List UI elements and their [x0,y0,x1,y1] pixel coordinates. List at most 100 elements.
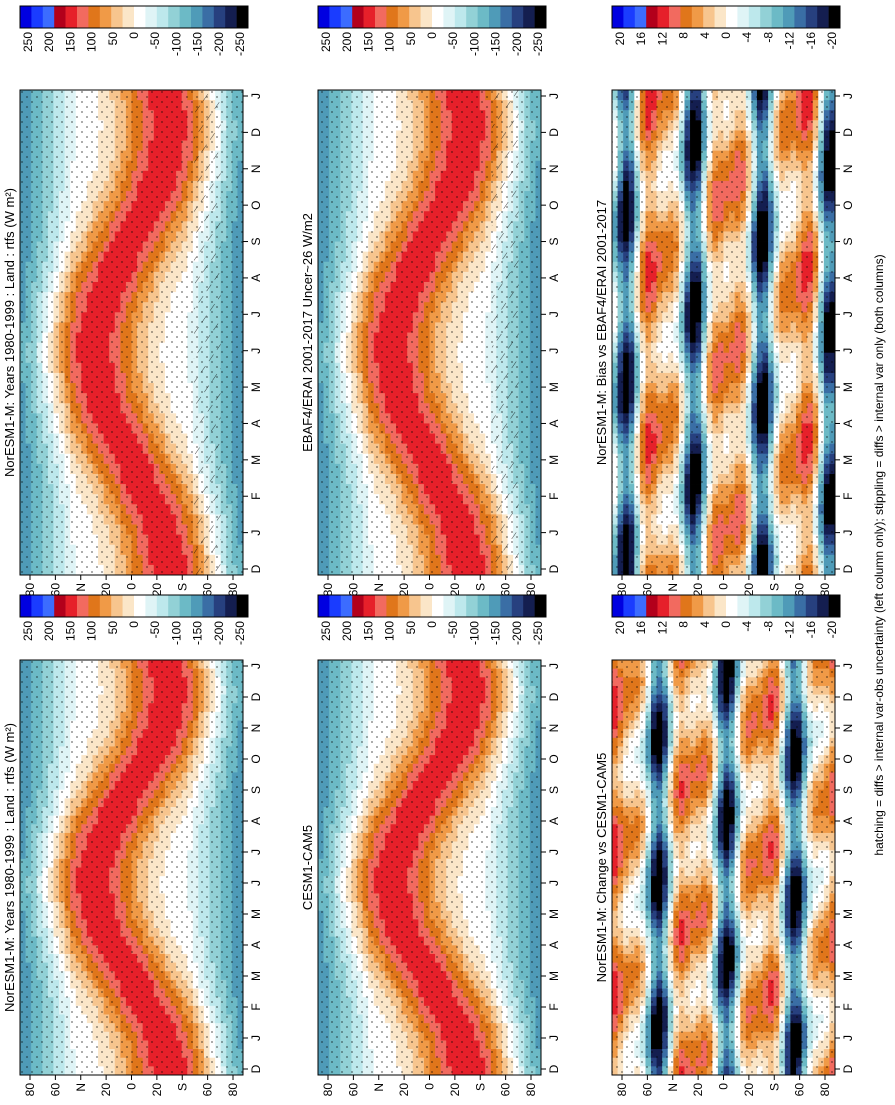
month-tick-label: S [249,238,263,246]
month-tick-label: D [249,564,263,573]
colorbar-swatch [111,6,123,28]
colorbar-swatch [145,6,158,28]
colorbar-swatch [54,6,66,28]
colorbar-swatch [489,6,501,28]
colorbar-label: 150 [361,32,375,52]
colorbar-swatch [134,6,146,28]
colorbar-label: -100 [467,32,481,56]
month-tick-label: J [249,530,263,536]
colorbar-label: -50 [148,32,162,50]
colorbar-label: 200 [42,32,56,52]
colorbar-swatch [432,6,444,28]
lat-tick-label: 80 [23,583,37,597]
month-tick-label: F [249,493,263,500]
lat-tick-label: 0 [125,583,139,590]
lat-tick-label: S [175,583,189,591]
colorbar-swatch [466,6,478,28]
colorbar-swatch [236,6,249,28]
panel-title: NorESM1-M: Years 1980-1999 : Land : rtfs… [2,188,17,477]
colorbar-label: -50 [446,32,460,50]
colorbar-swatch [340,6,353,28]
month-tick-label: D [547,564,561,573]
colorbar-swatch [409,6,421,28]
colorbar-label: 100 [85,32,99,52]
colorbar-frame [19,5,249,29]
hatching-overlay [193,90,221,575]
colorbar-swatch [31,6,44,28]
lat-tick-label: 20 [99,583,113,597]
month-tick-label: A [249,419,263,427]
colorbar-label: -150 [489,32,503,56]
colorbar-label: -100 [169,32,183,56]
month-tick-label: O [547,200,561,209]
colorbar-swatch [477,6,490,28]
colorbar-swatch [363,6,376,28]
month-tick-label: A [547,419,561,427]
lat-tick-label: 60 [201,583,215,597]
colorbar-label: 150 [63,32,77,52]
lat-tick-label: 0 [423,583,437,590]
colorbar-swatch [511,6,524,28]
lat-tick-label: 80 [321,583,335,597]
panel-title: EBAF4/ERAI 2001-2017 Uncer~26 W/m2 [300,213,315,452]
colorbar-swatch [65,6,78,28]
colorbar-swatch [534,6,547,28]
lat-tick-label: N [372,583,386,592]
colorbar-swatch [352,6,364,28]
colorbar-label: 250 [319,32,333,52]
month-tick-label: M [249,455,263,465]
colorbar-label: 250 [21,32,35,52]
month-tick-label: N [249,164,263,173]
colorbar-label: 200 [340,32,354,52]
colorbar-label: 100 [383,32,397,52]
colorbar-swatch [443,6,456,28]
month-tick-label: M [547,455,561,465]
colorbar-label: -250 [233,32,247,56]
panel-2: 80 60 N 20 0 20 S 60 80DJFMAMJJASONDJNorESM1-M: … [594,5,855,596]
month-tick-label: A [249,274,263,282]
lat-tick-label: 80 [226,583,240,597]
lat-tick-label: N [74,583,88,592]
month-tick-label: M [547,382,561,392]
month-tick-label: M [249,382,263,392]
colorbar-swatch [42,6,55,28]
colorbar-swatch [420,6,433,28]
lat-tick-label: 20 [150,583,164,597]
lat-tick-label: 60 [499,583,513,597]
month-tick-label: D [249,128,263,137]
colorbar-swatch [191,6,203,28]
panel-0: 80 60 N 20 0 20 S 60 80DJFMAMJJASONDJNorESM1-M: … [2,5,263,597]
month-tick-label: S [547,238,561,246]
month-tick-label: J [547,93,561,99]
colorbar-swatch [397,6,410,28]
colorbar-label: 50 [404,32,418,46]
colorbar-swatch [202,6,215,28]
colorbar-swatch [88,6,101,28]
lat-tick-label: 20 [448,583,462,597]
colorbar-swatch [168,6,180,28]
colorbar-swatch [500,6,513,28]
colorbar-swatch [179,6,192,28]
month-tick-label: J [547,348,561,354]
colorbar-label: -250 [531,32,545,56]
month-tick-label: D [547,128,561,137]
month-tick-label: J [547,530,561,536]
colorbar-label: -200 [212,32,226,56]
lat-tick-label: S [473,583,487,591]
colorbar-label: -200 [510,32,524,56]
colorbar-swatch [122,6,135,28]
colorbar-swatch [523,6,535,28]
lat-tick-label: 60 [48,583,62,597]
colorbar-swatch [99,6,112,28]
colorbar-label: 50 [106,32,120,46]
month-tick-label: O [249,200,263,209]
lat-tick-label: 80 [524,583,538,597]
colorbar-label: -150 [191,32,205,56]
colorbar-label: 0 [425,32,439,39]
colorbar-swatch [375,6,387,28]
colorbar-swatch [77,6,89,28]
lat-tick-label: 20 [397,583,411,597]
colorbar-swatch [156,6,169,28]
month-tick-label: J [547,311,561,317]
colorbar-label: 0 [127,32,141,39]
